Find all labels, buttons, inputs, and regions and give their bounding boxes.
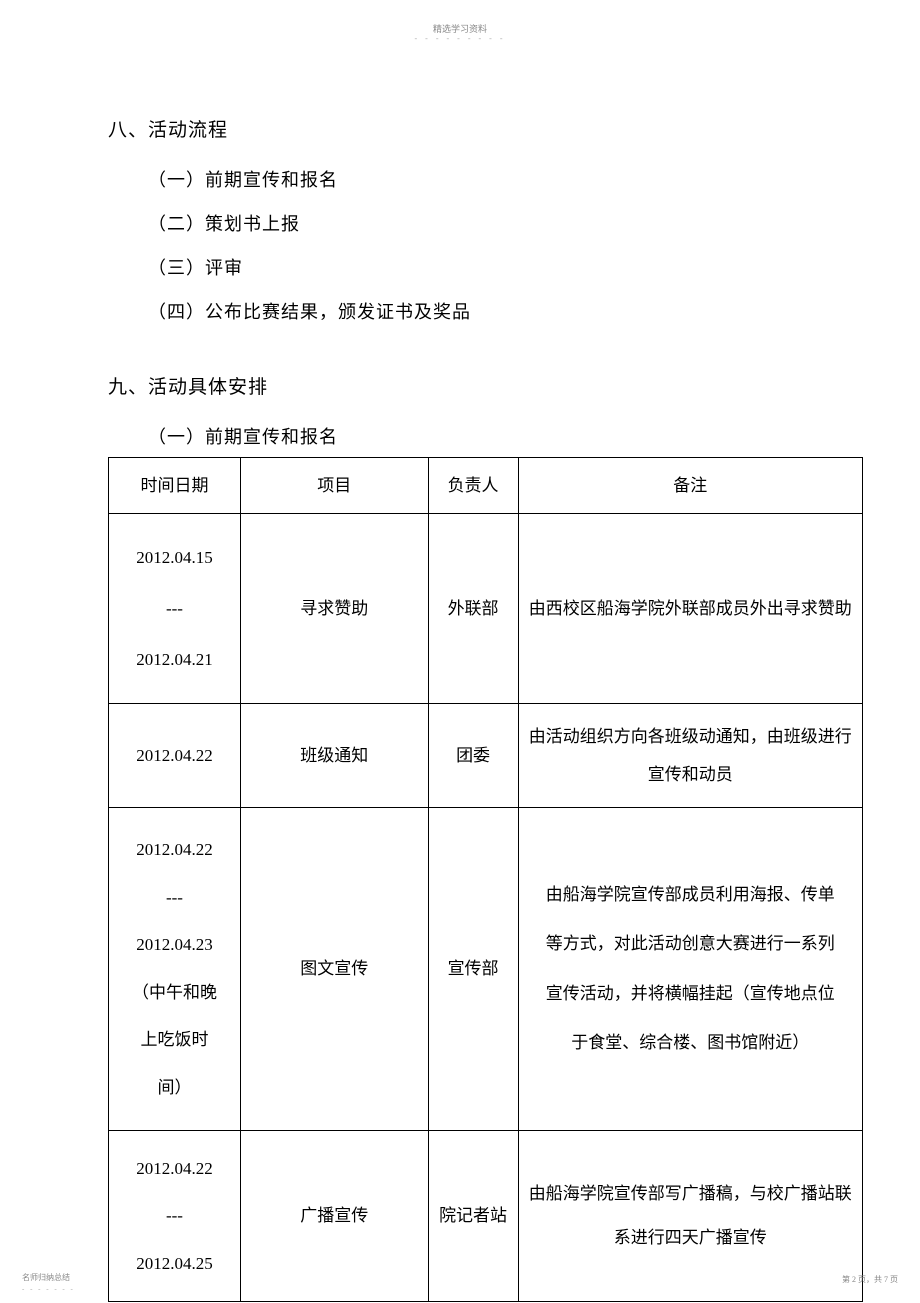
section-8-item-3: （三）评审: [148, 254, 858, 280]
cell-date-2: 2012.04.22: [109, 704, 241, 808]
activity-table: 时间日期 项目 负责人 备注 2012.04.15 --- 2012.04.21…: [108, 457, 863, 1302]
header-item: 项目: [240, 458, 428, 514]
header-note: 备注: [518, 458, 862, 514]
main-content: 八、活动流程 （一）前期宣传和报名 （二）策划书上报 （三）评审 （四）公布比赛…: [108, 115, 858, 1302]
cell-note-4: 由船海学院宣传部写广播稿，与校广播站联系进行四天广播宣传: [518, 1130, 862, 1302]
table-row: 2012.04.22 --- 2012.04.25 广播宣传 院记者站 由船海学…: [109, 1130, 863, 1302]
cell-item-4: 广播宣传: [240, 1130, 428, 1302]
cell-date-3: 2012.04.22 --- 2012.04.23 （中午和晚 上吃饭时 间）: [109, 807, 241, 1130]
section-9-title: 九、活动具体安排: [108, 372, 858, 399]
cell-person-3: 宣传部: [428, 807, 518, 1130]
activity-table-wrapper: 时间日期 项目 负责人 备注 2012.04.15 --- 2012.04.21…: [108, 457, 858, 1302]
cell-item-3: 图文宣传: [240, 807, 428, 1130]
section-8-item-4: （四）公布比赛结果，颁发证书及奖品: [148, 298, 858, 324]
cell-item-1: 寻求赞助: [240, 514, 428, 704]
footer-left-dots: - - - - - - -: [22, 1285, 75, 1293]
section-9-subtitle: （一）前期宣传和报名: [148, 423, 858, 449]
footer-left: 名师归纳总结: [22, 1272, 70, 1283]
cell-note-1: 由西校区船海学院外联部成员外出寻求赞助: [518, 514, 862, 704]
table-row: 2012.04.22 --- 2012.04.23 （中午和晚 上吃饭时 间） …: [109, 807, 863, 1130]
footer-right: 第 2 页，共 7 页: [842, 1274, 898, 1285]
cell-date-4: 2012.04.22 --- 2012.04.25: [109, 1130, 241, 1302]
cell-person-1: 外联部: [428, 514, 518, 704]
table-row: 2012.04.22 班级通知 团委 由活动组织方向各班级动通知，由班级进行宣传…: [109, 704, 863, 808]
header-dots: - - - - - - - - -: [415, 34, 506, 43]
cell-person-2: 团委: [428, 704, 518, 808]
section-8-item-2: （二）策划书上报: [148, 210, 858, 236]
cell-date-1: 2012.04.15 --- 2012.04.21: [109, 514, 241, 704]
section-8-item-1: （一）前期宣传和报名: [148, 166, 858, 192]
table-header-row: 时间日期 项目 负责人 备注: [109, 458, 863, 514]
cell-note-2: 由活动组织方向各班级动通知，由班级进行宣传和动员: [518, 704, 862, 808]
cell-note-3: 由船海学院宣传部成员利用海报、传单 等方式，对此活动创意大赛进行一系列 宣传活动…: [518, 807, 862, 1130]
table-row: 2012.04.15 --- 2012.04.21 寻求赞助 外联部 由西校区船…: [109, 514, 863, 704]
cell-item-2: 班级通知: [240, 704, 428, 808]
section-8-title: 八、活动流程: [108, 115, 858, 142]
header-person: 负责人: [428, 458, 518, 514]
header-date: 时间日期: [109, 458, 241, 514]
cell-person-4: 院记者站: [428, 1130, 518, 1302]
